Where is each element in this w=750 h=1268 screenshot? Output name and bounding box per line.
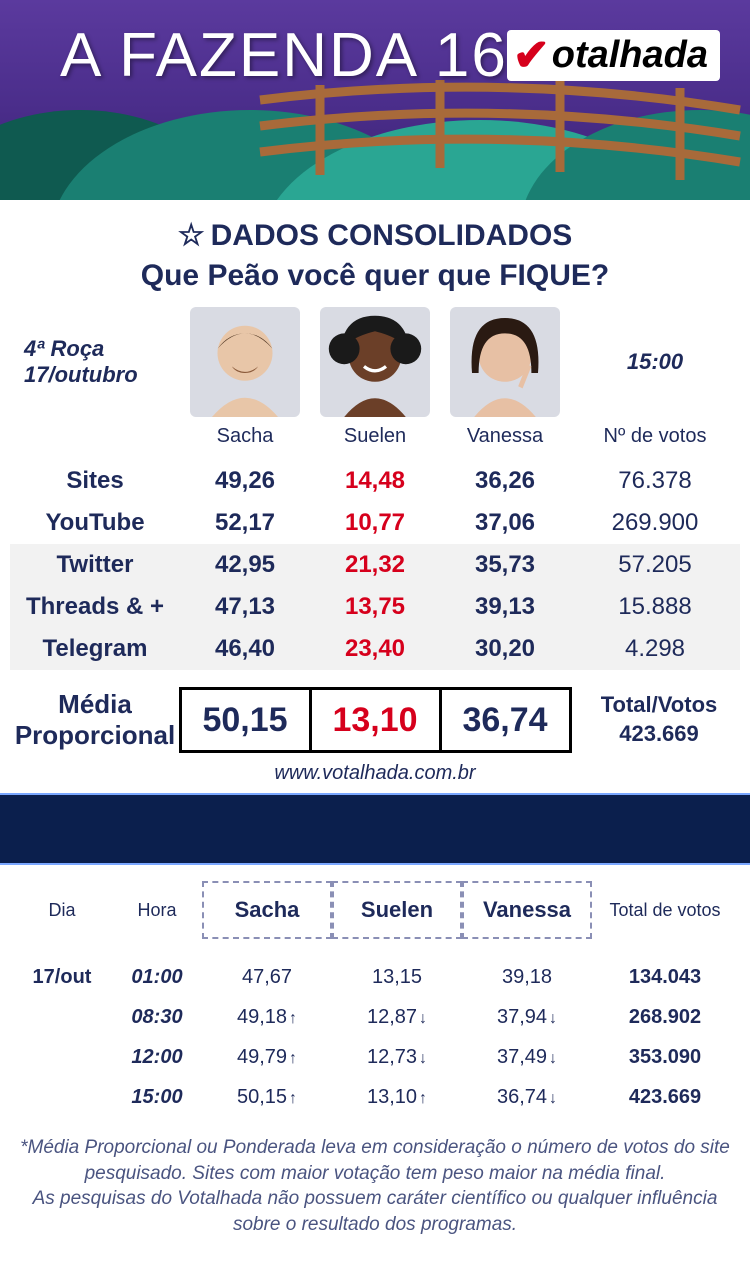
history-header-hour: Hora (112, 890, 202, 931)
source-label: Threads & + (10, 593, 180, 621)
contestant-name: Vanessa (440, 425, 570, 448)
source-votes: 4.298 (570, 635, 740, 663)
meta-row: 4ª Roça 17/outubro (10, 307, 740, 417)
history-day: 17/out (12, 966, 112, 989)
source-row: Sites49,2614,4836,2676.378 (10, 460, 740, 502)
media-value: 50,15 (179, 687, 312, 753)
avatar-cell (440, 307, 570, 417)
history-total: 353.090 (592, 1046, 738, 1069)
source-value: 49,26 (180, 467, 310, 495)
avatar-cell (180, 307, 310, 417)
history-value: 47,67 (202, 966, 332, 989)
history-row: 15:0050,15↑13,10↑36,74↓423.669 (12, 1077, 738, 1117)
time-label: 15:00 (570, 349, 740, 375)
history-header-day: Dia (12, 890, 112, 931)
media-label: MédiaProporcional (10, 689, 180, 751)
brand-logo: ✔ otalhada (507, 30, 720, 81)
history-hour: 12:00 (112, 1046, 202, 1069)
source-row: Twitter42,9521,3235,7357.205 (10, 544, 740, 586)
source-value: 35,73 (440, 551, 570, 579)
source-value: 21,32 (310, 551, 440, 579)
history-total: 423.669 (592, 1086, 738, 1109)
source-value: 46,40 (180, 635, 310, 663)
source-votes: 76.378 (570, 467, 740, 495)
source-row: Telegram46,4023,4030,204.298 (10, 628, 740, 670)
history-value: 12,87↓ (332, 1006, 462, 1029)
source-value: 14,48 (310, 467, 440, 495)
section-subtitle: Que Peão você quer que FIQUE? (0, 259, 750, 293)
history-value: 12,73↓ (332, 1046, 462, 1069)
history-hour: 08:30 (112, 1006, 202, 1029)
source-value: 30,20 (440, 635, 570, 663)
source-label: Twitter (10, 551, 180, 579)
source-value: 39,13 (440, 593, 570, 621)
history-value: 36,74↓ (462, 1086, 592, 1109)
brand-logo-text: otalhada (552, 34, 708, 77)
header-banner: A FAZENDA 16 ✔ otalhada (0, 0, 750, 200)
source-votes: 57.205 (570, 551, 740, 579)
contestant-names-row: Sacha Suelen Vanessa Nº de votos (10, 425, 740, 448)
avatar-suelen (320, 307, 430, 417)
source-votes: 15.888 (570, 593, 740, 621)
history-row: 17/out01:0047,6713,1539,18134.043 (12, 957, 738, 997)
media-proporcional-row: MédiaProporcional 50,15 13,10 36,74 Tota… (10, 684, 740, 756)
sources-table: Sites49,2614,4836,2676.378YouTube52,1710… (10, 460, 740, 670)
site-url: www.votalhada.com.br (10, 762, 740, 785)
history-value: 49,18↑ (202, 1006, 332, 1029)
contestant-name: Suelen (310, 425, 440, 448)
history-header-name: Suelen (332, 881, 462, 939)
history-value: 37,94↓ (462, 1006, 592, 1029)
avatar-sacha (190, 307, 300, 417)
divider-bar (0, 793, 750, 865)
source-value: 47,13 (180, 593, 310, 621)
history-value: 13,15 (332, 966, 462, 989)
history-value: 50,15↑ (202, 1086, 332, 1109)
history-hour: 15:00 (112, 1086, 202, 1109)
source-row: YouTube52,1710,7737,06269.900 (10, 502, 740, 544)
source-value: 36,26 (440, 467, 570, 495)
avatar-vanessa (450, 307, 560, 417)
source-label: Sites (10, 467, 180, 495)
history-table: 17/out01:0047,6713,1539,18134.04308:3049… (12, 957, 738, 1117)
section-title-text: DADOS CONSOLIDADOS (211, 219, 573, 253)
source-value: 42,95 (180, 551, 310, 579)
history-header-name: Sacha (202, 881, 332, 939)
history-total: 268.902 (592, 1006, 738, 1029)
source-votes: 269.900 (570, 509, 740, 537)
section-title: ☆ DADOS CONSOLIDADOS (0, 218, 750, 253)
history-header-row: Dia Hora Sacha Suelen Vanessa Total de v… (12, 881, 738, 939)
source-value: 37,06 (440, 509, 570, 537)
history-total: 134.043 (592, 966, 738, 989)
round-info: 4ª Roça 17/outubro (10, 336, 180, 389)
source-value: 10,77 (310, 509, 440, 537)
history-header-total: Total de votos (592, 890, 738, 931)
footnote: *Média Proporcional ou Ponderada leva em… (0, 1117, 750, 1268)
history-hour: 01:00 (112, 966, 202, 989)
source-label: Telegram (10, 635, 180, 663)
history-value: 49,79↑ (202, 1046, 332, 1069)
history-value: 37,49↓ (462, 1046, 592, 1069)
source-value: 23,40 (310, 635, 440, 663)
media-value: 36,74 (439, 687, 572, 753)
votes-header: Nº de votos (570, 425, 740, 448)
source-value: 13,75 (310, 593, 440, 621)
media-total: Total/Votos423.669 (570, 691, 740, 748)
history-header-name: Vanessa (462, 881, 592, 939)
source-label: YouTube (10, 509, 180, 537)
media-value-lowest: 13,10 (309, 687, 442, 753)
history-row: 08:3049,18↑12,87↓37,94↓268.902 (12, 997, 738, 1037)
star-icon: ☆ (178, 218, 205, 253)
hills-graphic (0, 80, 750, 200)
history-value: 39,18 (462, 966, 592, 989)
avatar-cell (310, 307, 440, 417)
source-row: Threads & +47,1313,7539,1315.888 (10, 586, 740, 628)
show-title: A FAZENDA 16 (60, 20, 508, 91)
contestant-name: Sacha (180, 425, 310, 448)
source-value: 52,17 (180, 509, 310, 537)
history-value: 13,10↑ (332, 1086, 462, 1109)
history-row: 12:0049,79↑12,73↓37,49↓353.090 (12, 1037, 738, 1077)
